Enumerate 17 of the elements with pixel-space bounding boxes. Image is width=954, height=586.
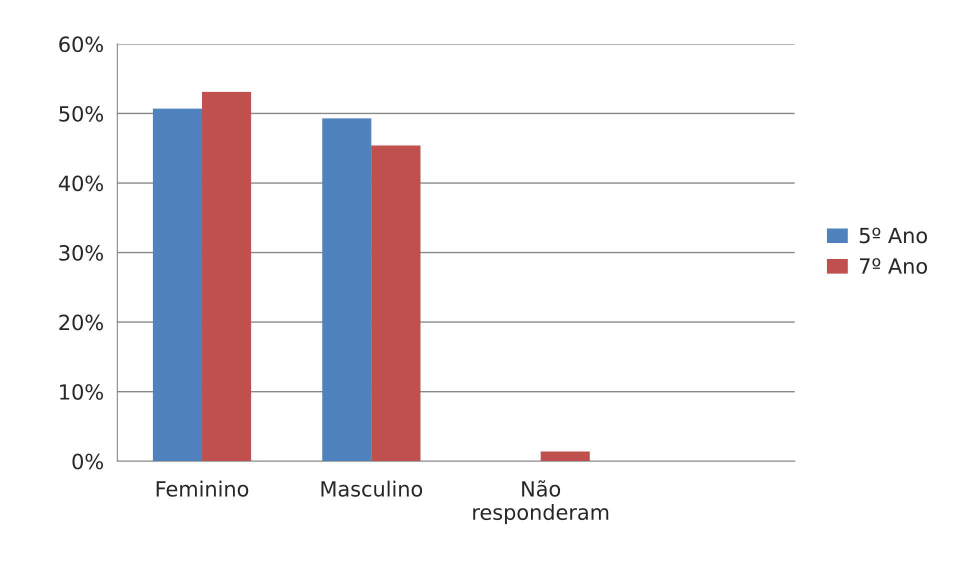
y-tick-label: 20% (59, 314, 103, 330)
bar (540, 451, 590, 462)
y-tick-label: 10% (60, 384, 103, 400)
x-tick-label: Feminino (156, 480, 248, 497)
legend-label: 7º Ano (860, 258, 927, 274)
y-tick-label: 50% (59, 106, 103, 122)
bar (202, 92, 252, 462)
x-tick-label: Masculino (322, 480, 422, 497)
y-tick-label: 40% (58, 175, 103, 192)
bar (322, 118, 372, 462)
y-tick-label: 0% (72, 454, 103, 470)
bar (152, 108, 202, 462)
legend-label: 5º Ano (860, 228, 927, 244)
y-tick-label: 30% (59, 245, 103, 261)
bar (371, 145, 420, 462)
y-tick-label: 60% (59, 36, 103, 52)
x-tick-label: Não responderam (473, 480, 608, 524)
